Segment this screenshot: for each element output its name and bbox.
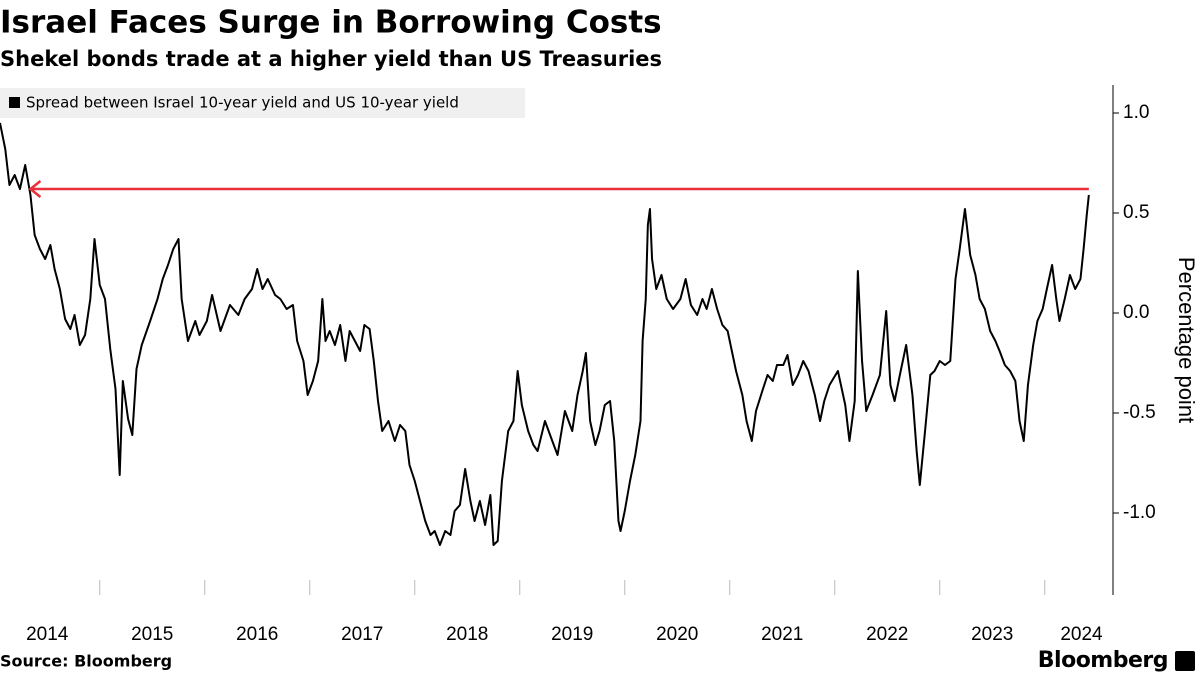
x-tick-label: 2019 (551, 624, 593, 645)
legend-swatch (9, 97, 20, 108)
chart-title: Israel Faces Surge in Borrowing Costs (0, 5, 662, 41)
legend-label: Spread between Israel 10-year yield and … (26, 94, 459, 112)
x-tick-label: 2018 (446, 624, 488, 645)
y-tick-label: -0.5 (1123, 402, 1156, 423)
x-tick-label: 2024 (1060, 624, 1103, 645)
source: Source: Bloomberg (0, 652, 172, 671)
x-tick-label: 2014 (26, 624, 69, 645)
x-tick-label: 2022 (866, 624, 908, 645)
y-tick-label: 1.0 (1123, 102, 1149, 123)
brand-icon (1175, 651, 1195, 671)
x-tick-label: 2017 (341, 624, 383, 645)
brand: Bloomberg (1038, 648, 1168, 673)
x-tick-label: 2021 (761, 624, 803, 645)
y-tick-label: -1.0 (1123, 502, 1156, 523)
legend-box (0, 88, 525, 118)
y-axis-title: Percentage point (1174, 257, 1199, 423)
x-tick-label: 2023 (971, 624, 1013, 645)
data-line (0, 122, 1090, 546)
x-tick-label: 2020 (656, 624, 698, 645)
y-tick-label: 0.0 (1123, 302, 1149, 323)
chart-subtitle: Shekel bonds trade at a higher yield tha… (0, 47, 662, 71)
x-tick-label: 2016 (236, 624, 278, 645)
annotation-arrowhead (28, 180, 42, 198)
x-tick-label: 2015 (131, 624, 173, 645)
y-tick-label: 0.5 (1123, 202, 1149, 223)
